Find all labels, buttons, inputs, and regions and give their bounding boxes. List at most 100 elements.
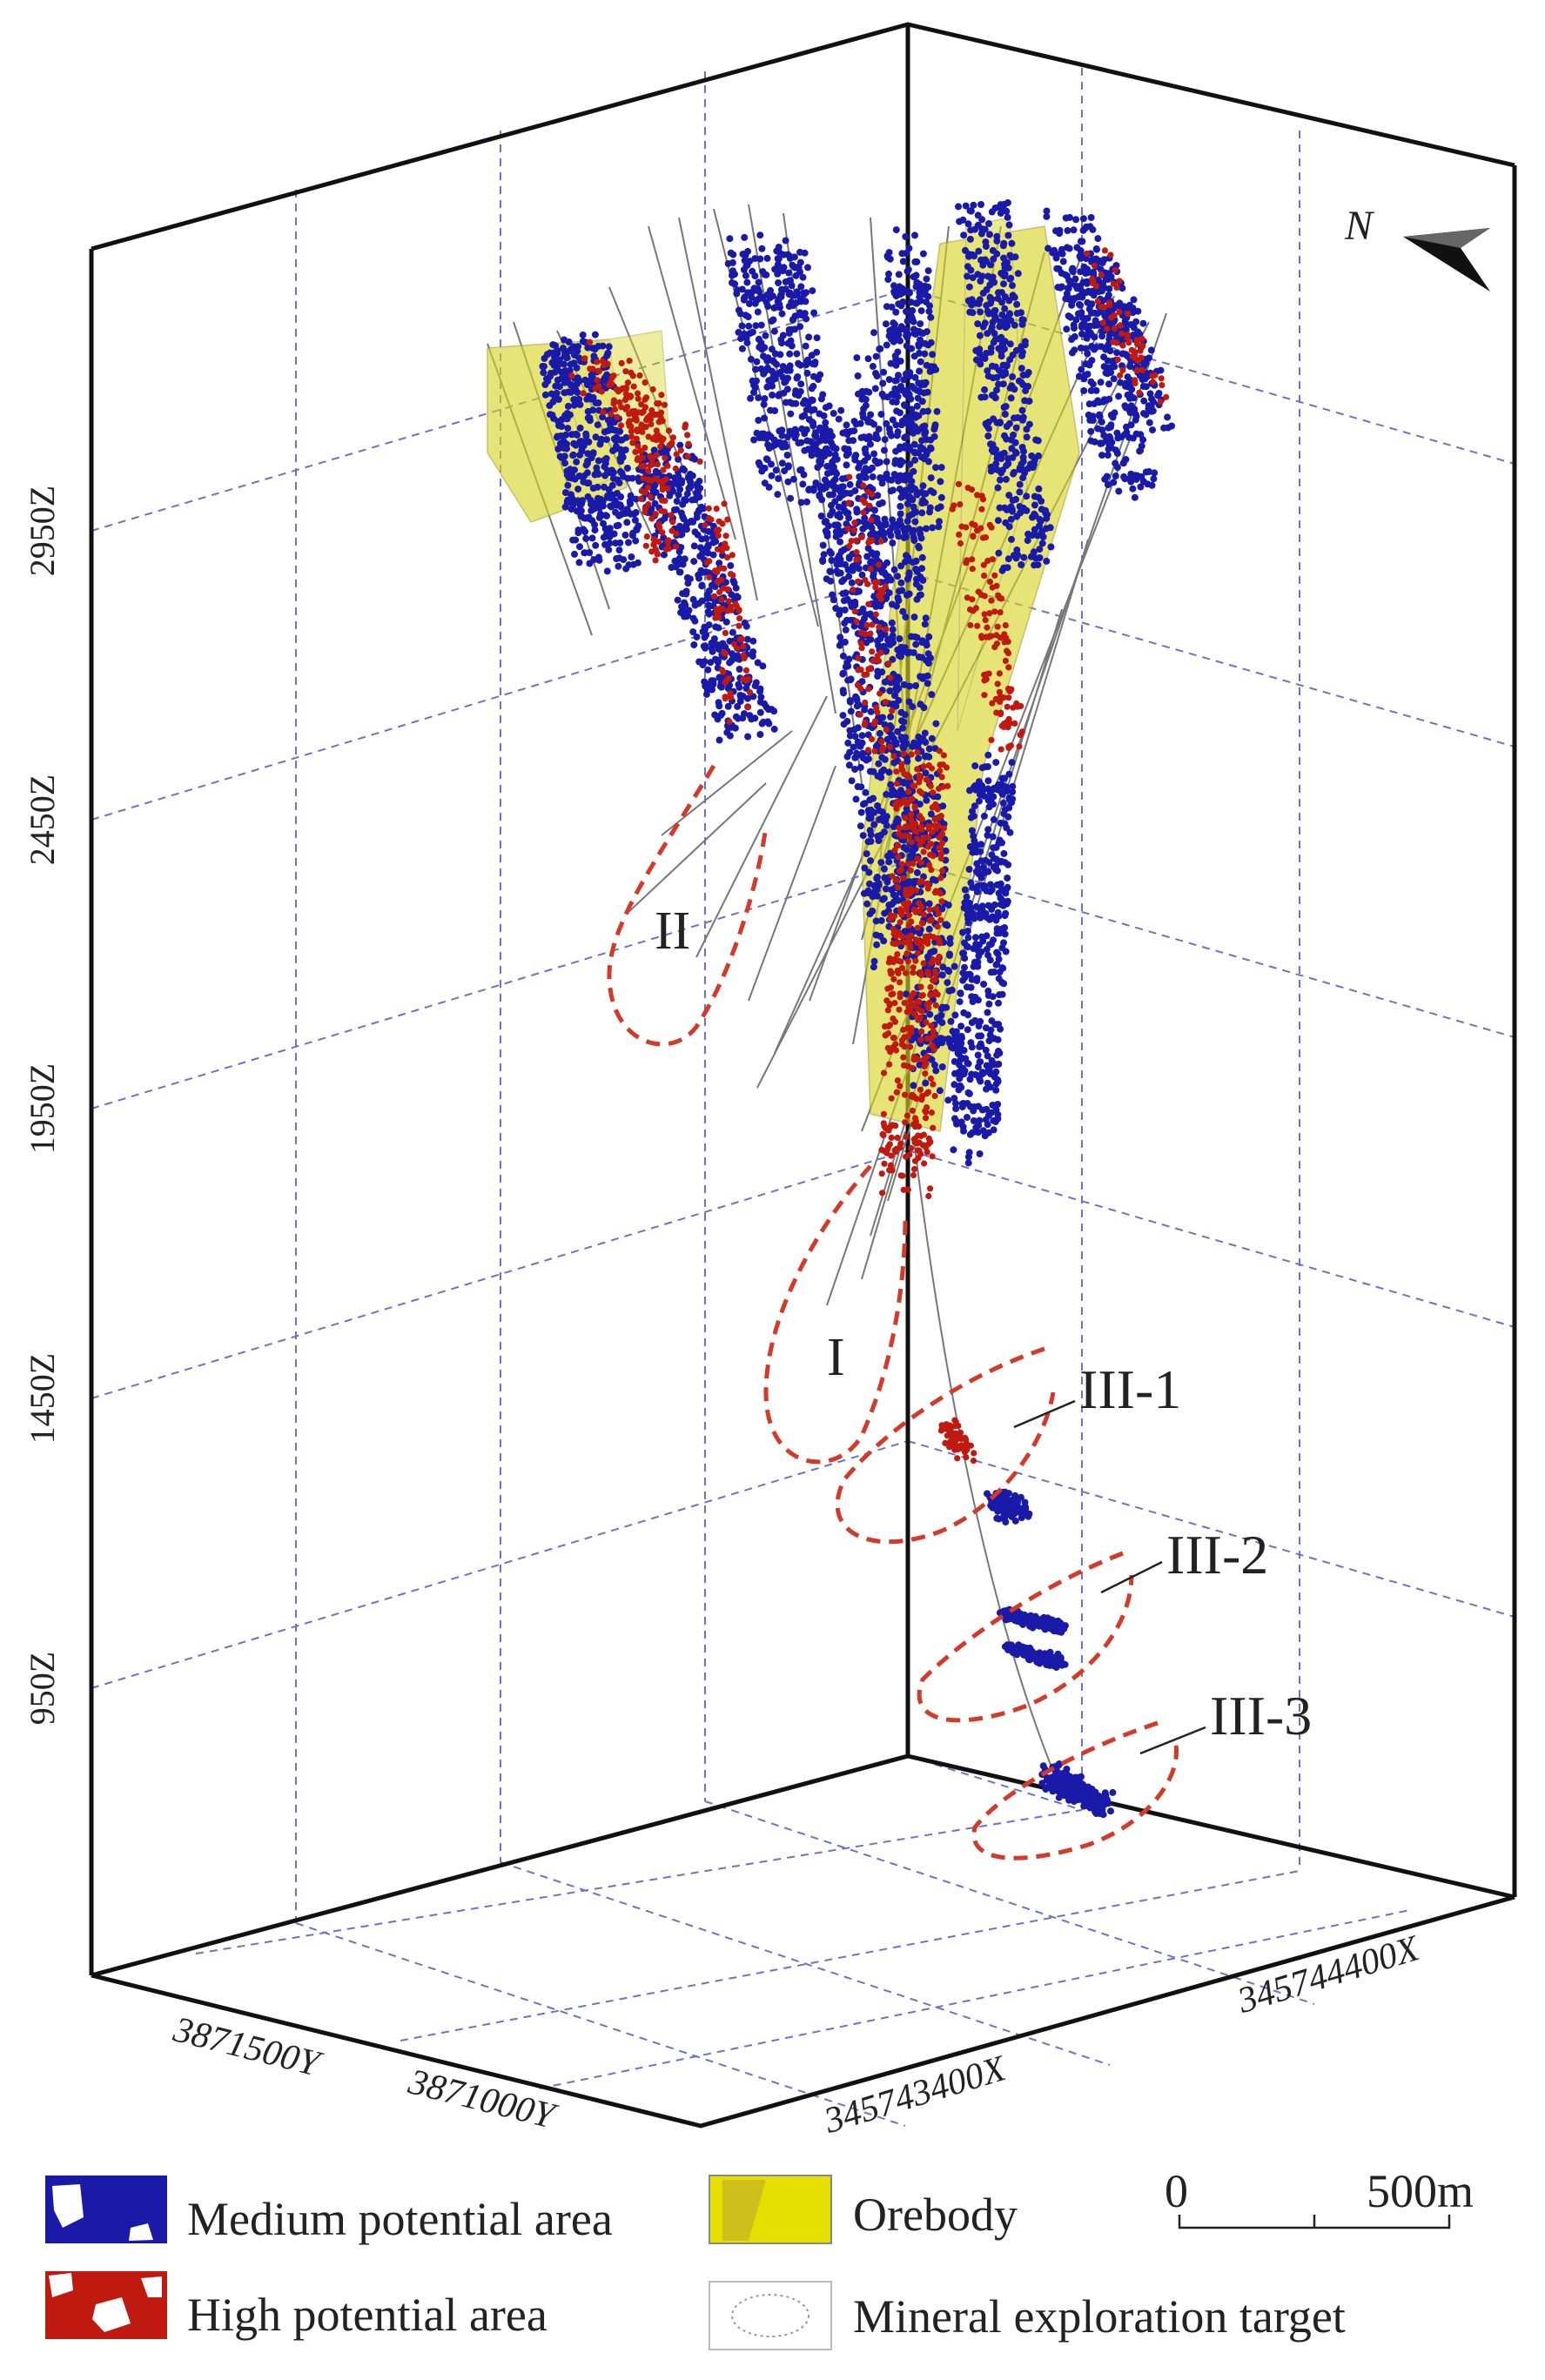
point: [964, 1114, 971, 1121]
point: [745, 322, 753, 330]
point: [601, 428, 608, 436]
point: [866, 440, 874, 448]
point: [879, 747, 886, 754]
point: [976, 910, 984, 918]
point: [1115, 392, 1123, 400]
point: [886, 1167, 893, 1174]
point: [858, 678, 866, 686]
point: [609, 446, 617, 454]
point: [914, 924, 921, 931]
point: [840, 597, 848, 605]
point: [601, 525, 609, 533]
point: [1042, 525, 1050, 533]
point: [645, 467, 652, 474]
point: [778, 459, 786, 467]
point: [842, 626, 850, 634]
point: [720, 545, 727, 552]
point: [927, 363, 935, 371]
point: [598, 388, 605, 395]
point: [779, 267, 787, 275]
point: [594, 494, 601, 502]
point: [898, 861, 905, 868]
point: [992, 916, 1000, 924]
point: [895, 271, 903, 278]
point: [594, 470, 602, 478]
point: [1090, 268, 1098, 276]
point: [658, 392, 665, 399]
point: [1096, 411, 1103, 419]
point: [927, 1185, 934, 1192]
point: [738, 345, 746, 352]
point: [928, 734, 936, 742]
point: [903, 392, 911, 399]
point: [580, 390, 587, 397]
point: [601, 483, 608, 491]
point: [1006, 1641, 1014, 1649]
point: [861, 706, 869, 714]
point: [930, 977, 937, 984]
point: [737, 335, 745, 343]
point: [886, 327, 894, 335]
point: [742, 272, 749, 279]
point: [903, 342, 910, 350]
point: [1016, 503, 1024, 510]
point: [1000, 980, 1008, 988]
point: [722, 533, 729, 540]
point: [870, 450, 878, 458]
point: [984, 1052, 991, 1060]
point: [933, 407, 941, 415]
point: [603, 567, 611, 575]
point: [797, 439, 805, 446]
point: [777, 336, 785, 344]
point: [1097, 379, 1105, 386]
point: [653, 427, 660, 434]
point: [930, 432, 938, 440]
point: [728, 591, 736, 599]
point: [860, 433, 868, 441]
point: [1047, 543, 1055, 551]
point: [938, 1063, 946, 1070]
point: [856, 822, 864, 830]
point: [878, 738, 885, 746]
point: [957, 1022, 965, 1030]
point: [635, 395, 642, 402]
point: [955, 203, 962, 211]
point: [1105, 292, 1112, 299]
point: [657, 434, 664, 441]
point: [898, 250, 906, 258]
point: [783, 452, 791, 459]
point: [713, 506, 720, 513]
point: [881, 446, 888, 454]
point: [1140, 397, 1148, 405]
point: [782, 378, 789, 385]
point: [573, 507, 581, 515]
point: [892, 361, 900, 369]
point: [1080, 387, 1088, 394]
point: [1064, 285, 1071, 292]
point: [1018, 309, 1024, 317]
point: [615, 562, 622, 570]
point: [1087, 427, 1095, 435]
point: [1070, 321, 1078, 329]
point: [947, 1017, 955, 1025]
point: [661, 401, 668, 408]
point: [877, 602, 884, 610]
point: [736, 615, 743, 622]
point: [748, 294, 756, 302]
point: [682, 590, 690, 598]
point: [586, 339, 594, 345]
point: [1073, 244, 1081, 251]
point: [655, 400, 662, 407]
point: [846, 748, 854, 756]
point: [905, 444, 913, 452]
point: [976, 797, 983, 805]
point: [661, 551, 668, 559]
point: [1020, 1651, 1028, 1659]
point: [609, 469, 617, 476]
point: [1070, 1784, 1078, 1792]
point: [980, 786, 988, 794]
point: [829, 432, 836, 440]
point: [1007, 394, 1015, 402]
point: [869, 464, 876, 472]
point: [802, 298, 809, 305]
